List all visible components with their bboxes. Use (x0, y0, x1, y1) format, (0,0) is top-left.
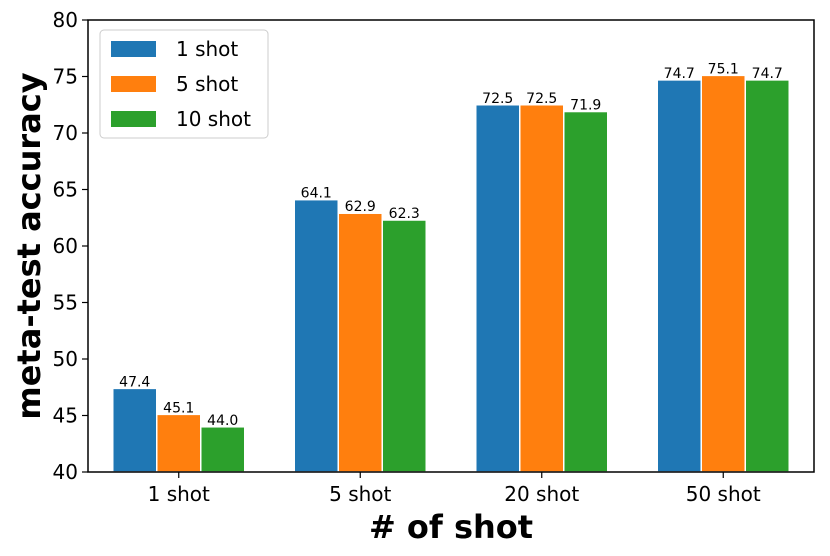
y-tick-label: 70 (53, 121, 78, 145)
bar (200, 426, 246, 473)
y-axis: 40 45 50 55 60 65 70 75 80 (53, 8, 88, 484)
legend-label: 5 shot (176, 72, 238, 96)
bar (519, 104, 565, 473)
y-tick-label: 60 (53, 234, 78, 258)
data-label: 64.1 (301, 186, 332, 202)
legend-label: 10 shot (176, 107, 251, 131)
data-label: 45.1 (163, 400, 194, 416)
y-tick-label: 55 (53, 291, 78, 315)
y-axis-label: meta-test accuracy (10, 72, 48, 419)
data-label: 47.4 (119, 374, 150, 390)
legend-label: 1 shot (176, 37, 238, 61)
data-label: 72.5 (526, 91, 557, 107)
data-label: 75.1 (708, 61, 739, 77)
x-tick-label: 20 shot (504, 482, 579, 506)
bar (656, 79, 702, 473)
data-label: 72.5 (482, 91, 513, 107)
y-tick-label: 80 (53, 8, 78, 32)
y-tick-label: 40 (53, 460, 78, 484)
legend-swatch (111, 76, 156, 92)
data-label: 62.3 (389, 206, 420, 222)
legend: 1 shot 5 shot 10 shot (99, 29, 269, 139)
x-tick-label: 50 shot (686, 482, 761, 506)
x-axis: 1 shot 5 shot 20 shot 50 shot (148, 472, 761, 506)
bar (337, 212, 383, 473)
bars-layer (112, 74, 790, 473)
y-tick-label: 50 (53, 347, 78, 371)
legend-swatch (111, 41, 156, 57)
x-tick-label: 5 shot (329, 482, 391, 506)
data-labels-layer: 47.4 45.1 44.0 64.1 62.9 62.3 72.5 72.5 71.9 74.7… (119, 61, 783, 428)
bar (156, 413, 202, 473)
data-label: 71.9 (570, 98, 601, 114)
legend-swatch (111, 111, 156, 127)
x-axis-label: # of shot (369, 508, 533, 546)
bar (475, 104, 521, 473)
y-tick-label: 65 (53, 178, 78, 202)
bar (744, 79, 790, 473)
y-tick-label: 75 (53, 65, 78, 89)
bar (293, 198, 339, 473)
y-tick-label: 45 (53, 404, 78, 428)
bar (112, 387, 158, 473)
data-label: 44.0 (207, 413, 238, 429)
data-label: 62.9 (345, 199, 376, 215)
data-label: 74.7 (664, 66, 695, 82)
bar (563, 110, 609, 473)
data-label: 74.7 (752, 66, 783, 82)
bar (381, 219, 427, 473)
x-tick-label: 1 shot (148, 482, 210, 506)
bar (700, 74, 746, 473)
